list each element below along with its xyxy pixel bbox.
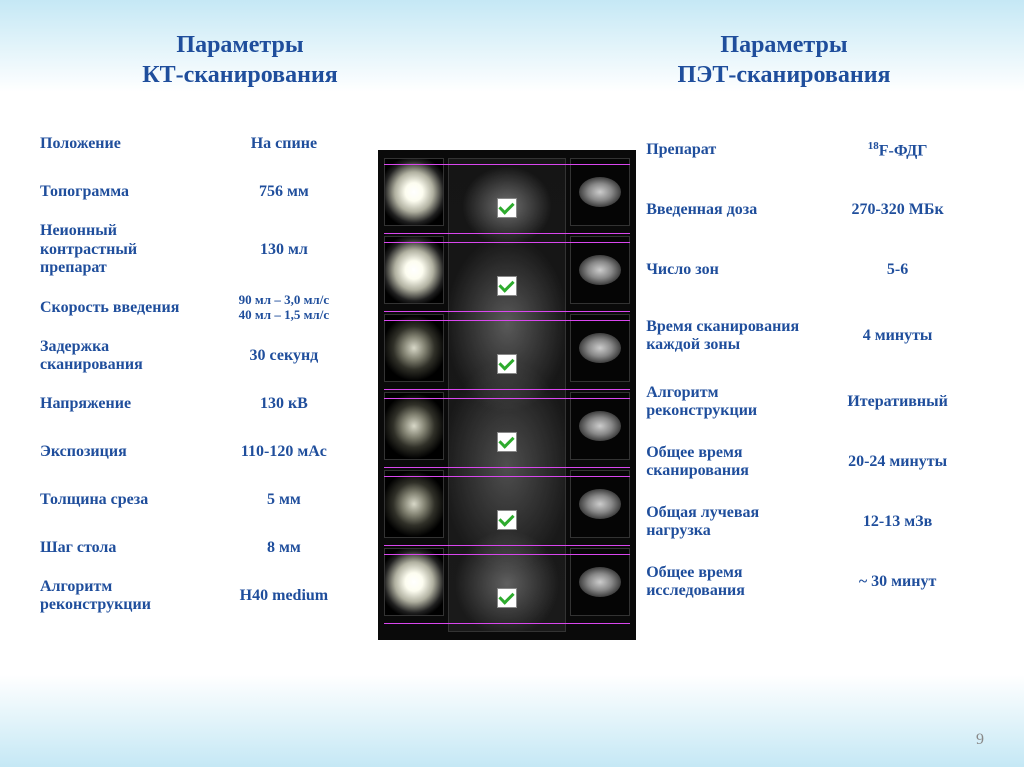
ct-param-value: H40 medium <box>190 587 378 605</box>
ct-param-value: 130 мл <box>190 241 378 259</box>
pet-param-value: 18F-ФДГ <box>811 140 984 161</box>
pet-param-row: Общее время исследования~ 30 минут <box>646 552 984 612</box>
ct-param-value: 90 мл – 3,0 мл/с40 мл – 1,5 мл/с <box>190 293 378 323</box>
pet-param-value: 4 минуты <box>811 327 984 345</box>
pet-param-row: Введенная доза270-320 МБк <box>646 180 984 240</box>
check-icon <box>497 510 517 530</box>
ct-param-label: Алгоритм реконструкции <box>40 578 190 615</box>
pet-param-row: Алгоритм реконструкцииИтеративный <box>646 372 984 432</box>
ct-param-label: Шаг стола <box>40 539 190 557</box>
ct-param-row: Толщина среза5 мм <box>40 476 378 524</box>
zone-lines <box>448 158 566 632</box>
ct-param-label: Положение <box>40 135 190 153</box>
ct-param-value: 130 кВ <box>190 395 378 413</box>
scan-body-column <box>448 158 566 632</box>
content-row: ПоложениеНа спинеТопограмма756 ммНеионны… <box>40 120 984 747</box>
check-icon <box>497 432 517 452</box>
right-heading: Параметры ПЭТ-сканирования <box>624 30 944 90</box>
pet-param-value: 12-13 мЗв <box>811 513 984 531</box>
check-icon <box>497 588 517 608</box>
ct-param-row: Напряжение130 кВ <box>40 380 378 428</box>
ct-param-label: Толщина среза <box>40 491 190 509</box>
pet-params-table: Препарат18F-ФДГВведенная доза270-320 МБк… <box>646 120 984 612</box>
check-icon <box>497 198 517 218</box>
pet-param-value: 20-24 минуты <box>811 453 984 471</box>
ct-param-row: Неионный контрастный препарат130 мл <box>40 216 378 284</box>
ct-param-row: Скорость введения90 мл – 3,0 мл/с40 мл –… <box>40 284 378 332</box>
pet-param-row: Общая лучевая нагрузка12-13 мЗв <box>646 492 984 552</box>
ct-params-table: ПоложениеНа спинеТопограмма756 ммНеионны… <box>40 120 378 620</box>
ct-param-label: Скорость введения <box>40 299 190 317</box>
right-heading-line1: Параметры <box>720 32 847 58</box>
pet-param-label: Число зон <box>646 261 811 279</box>
pet-param-label: Введенная доза <box>646 201 811 219</box>
pet-param-value: 270-320 МБк <box>811 201 984 219</box>
ct-param-label: Экспозиция <box>40 443 190 461</box>
headings-row: Параметры КТ-сканирования Параметры ПЭТ-… <box>40 30 984 90</box>
pet-param-label: Препарат <box>646 141 811 159</box>
ct-param-value: 30 секунд <box>190 347 378 365</box>
pet-param-value: Итеративный <box>811 393 984 411</box>
pet-param-row: Число зон5-6 <box>646 240 984 300</box>
left-heading: Параметры КТ-сканирования <box>80 30 400 90</box>
ct-param-row: Задержка сканирования30 секунд <box>40 332 378 380</box>
right-heading-line2: ПЭТ-сканирования <box>677 62 890 88</box>
pet-param-row: Препарат18F-ФДГ <box>646 120 984 180</box>
ct-param-value: 110-120 мAc <box>190 443 378 461</box>
pet-param-value: ~ 30 минут <box>811 573 984 591</box>
pet-param-label: Время сканирования каждой зоны <box>646 318 811 355</box>
ct-param-row: ПоложениеНа спине <box>40 120 378 168</box>
ct-param-value: 8 мм <box>190 539 378 557</box>
ct-param-label: Напряжение <box>40 395 190 413</box>
pet-param-label: Общее время сканирования <box>646 444 811 481</box>
ct-param-label: Топограмма <box>40 183 190 201</box>
pet-param-row: Время сканирования каждой зоны4 минуты <box>646 300 984 372</box>
pet-param-label: Общая лучевая нагрузка <box>646 504 811 541</box>
ct-param-value: 5 мм <box>190 491 378 509</box>
scan-graphic <box>378 150 636 640</box>
ct-param-label: Неионный контрастный препарат <box>40 222 190 277</box>
ct-param-value: 756 мм <box>190 183 378 201</box>
ct-param-label: Задержка сканирования <box>40 338 190 375</box>
pet-param-label: Общее время исследования <box>646 564 811 601</box>
pet-param-row: Общее время сканирования20-24 минуты <box>646 432 984 492</box>
check-icon <box>497 276 517 296</box>
check-icon <box>497 354 517 374</box>
page-number: 9 <box>976 731 984 749</box>
ct-param-row: Экспозиция110-120 мAc <box>40 428 378 476</box>
slide: Параметры КТ-сканирования Параметры ПЭТ-… <box>0 0 1024 767</box>
left-heading-line2: КТ-сканирования <box>142 62 338 88</box>
ct-param-row: Топограмма756 мм <box>40 168 378 216</box>
pet-param-value: 5-6 <box>811 261 984 279</box>
ct-param-row: Шаг стола8 мм <box>40 524 378 572</box>
pet-param-label: Алгоритм реконструкции <box>646 384 811 421</box>
left-heading-line1: Параметры <box>176 32 303 58</box>
ct-param-row: Алгоритм реконструкцииH40 medium <box>40 572 378 620</box>
ct-param-value: На спине <box>190 135 378 153</box>
